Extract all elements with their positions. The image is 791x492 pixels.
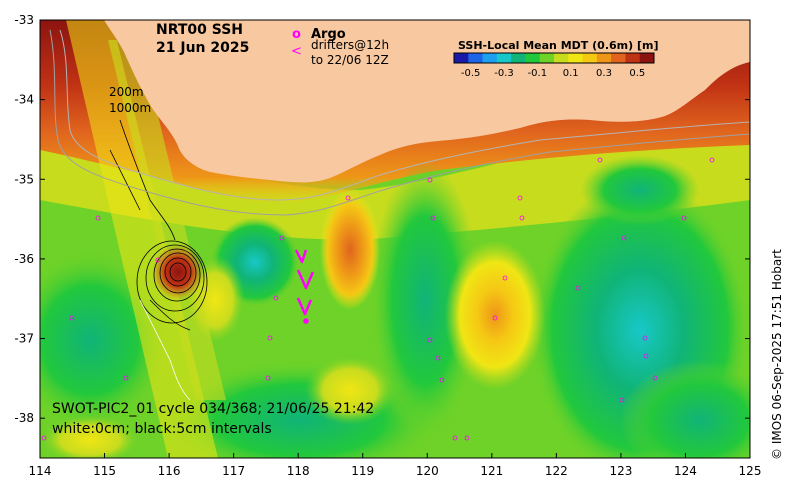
- swot-swath-east: [108, 40, 226, 400]
- argo-floats: [41, 157, 715, 441]
- colorbar-swatch: [525, 53, 541, 63]
- warm-tongue-119: [320, 190, 380, 310]
- contour-label-1000m: 1000m: [109, 101, 151, 115]
- colorbar-tick-label: -0.1: [528, 68, 548, 79]
- colorbar-swatch: [539, 53, 555, 63]
- x-tick-label: 124: [674, 464, 697, 478]
- drifter-track-3: [296, 297, 313, 316]
- swot-note-line2: white:0cm; black:5cm intervals: [52, 421, 272, 437]
- colorbar-swatch: [582, 53, 598, 63]
- x-tick-label: 121: [480, 464, 503, 478]
- x-axis: 114 115 116 117 118 119 120 121 122 123 124 125: [29, 453, 762, 478]
- colorbar-tick-label: 0.3: [596, 68, 612, 79]
- colorbar-swatch: [468, 53, 484, 63]
- colorbar-swatch: [596, 53, 612, 63]
- colorbar-swatch: [496, 53, 512, 63]
- green-region-southeast: [620, 360, 750, 458]
- green-band-central: [370, 160, 480, 440]
- colorbar-title: SSH-Local Mean MDT (0.6m) [m]: [458, 39, 658, 52]
- x-tick-label: 125: [739, 464, 762, 478]
- green-patch-north-east: [580, 155, 700, 225]
- argo-legend-label: Argo: [311, 27, 346, 42]
- title-date: 21 Jun 2025: [156, 40, 249, 56]
- argo-symbol-icon: o: [292, 27, 301, 42]
- swot-warm-eddy: [152, 244, 204, 300]
- plot-frame: [39, 19, 751, 459]
- colorbar-swatch: [611, 53, 626, 63]
- shelf-warm-band: [40, 110, 750, 240]
- x-tick-label: 115: [93, 464, 116, 478]
- swot-note-line1: SWOT-PIC2_01 cycle 034/368; 21/06/25 21:…: [52, 401, 374, 417]
- drifter-legend-label-1: drifters@12h: [311, 38, 389, 52]
- y-tick-label: -35: [14, 172, 34, 186]
- yellow-patch-sw: [40, 415, 140, 458]
- warm-eddy-121: [445, 240, 545, 390]
- colorbar-swatch: [482, 53, 498, 63]
- y-tick-label: -38: [14, 411, 34, 425]
- y-tick-label: -37: [14, 332, 34, 346]
- swot-contours: [109, 119, 208, 331]
- drifter-track-2: [296, 269, 315, 290]
- x-tick-label: 120: [416, 464, 439, 478]
- colorbar-swatch: [639, 53, 655, 63]
- colorbar-swatch: [511, 53, 526, 63]
- drifter-end: [303, 318, 309, 324]
- y-tick-label: -36: [14, 252, 34, 266]
- y-tick-label: -33: [14, 13, 34, 27]
- yellow-patch-south: [305, 355, 395, 425]
- x-tick-label: 114: [29, 464, 52, 478]
- colorbar-tick-label: -0.3: [494, 68, 514, 79]
- drifter-track-1: [294, 249, 308, 264]
- swot-zero-contour: [139, 299, 191, 401]
- contour-label-200m: 200m: [109, 85, 144, 99]
- isobath-1000m: [49, 29, 750, 216]
- swot-swath: [66, 20, 218, 458]
- drifter-symbol-icon: <: [291, 44, 302, 59]
- x-tick-label: 122: [545, 464, 568, 478]
- drifter-tracks: [294, 249, 315, 324]
- ssh-field: [40, 20, 750, 458]
- drifter-legend-label-2: to 22/06 12Z: [311, 53, 389, 67]
- colorbar-swatch: [454, 53, 469, 63]
- colorbar-tick-label: 0.5: [629, 68, 645, 79]
- x-tick-label: 119: [351, 464, 374, 478]
- colorbar: -0.5 -0.3 -0.1 0.1 0.3 0.5: [453, 52, 655, 79]
- colorbar-frame: [453, 52, 655, 64]
- credit-text: © IMOS 06-Sep-2025 17:51 Hobart: [770, 249, 784, 460]
- x-tick-label: 123: [609, 464, 632, 478]
- isobath-200m: [59, 29, 750, 201]
- y-axis: -33 -34 -35 -36 -37 -38: [14, 13, 750, 425]
- colorbar-swatch: [625, 53, 641, 63]
- colorbar-tick-label: -0.5: [461, 68, 481, 79]
- x-tick-label: 117: [222, 464, 245, 478]
- colorbar-swatch: [568, 53, 584, 63]
- title-product: NRT00 SSH: [156, 22, 243, 38]
- colorbar-tick-label: 0.1: [563, 68, 579, 79]
- x-tick-label: 116: [158, 464, 181, 478]
- y-tick-label: -34: [14, 93, 34, 107]
- colorbar-swatch: [554, 53, 569, 63]
- x-tick-label: 118: [287, 464, 310, 478]
